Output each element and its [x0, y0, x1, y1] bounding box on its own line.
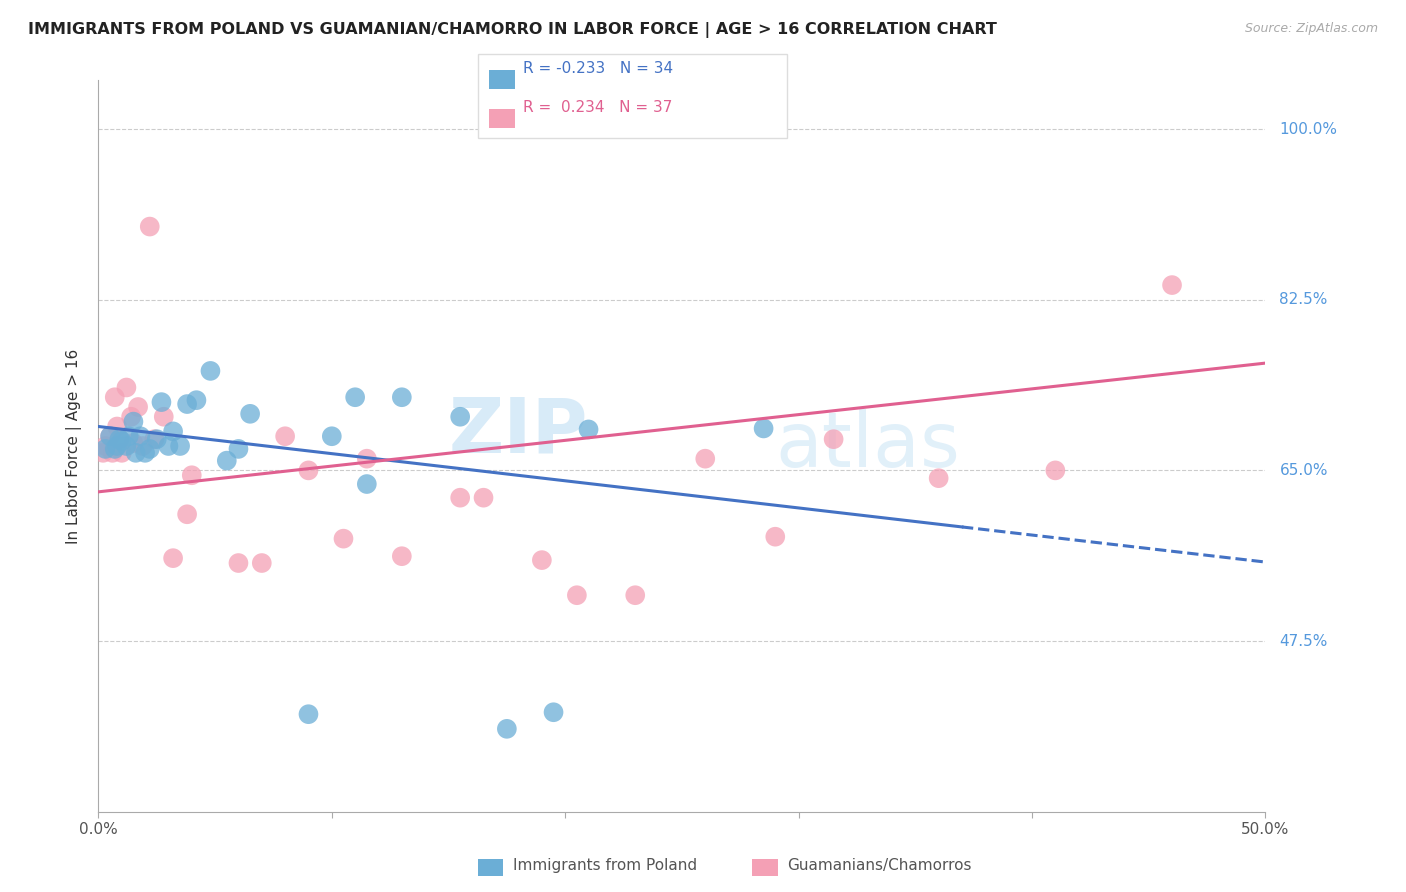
Text: R = -0.233   N = 34: R = -0.233 N = 34: [523, 62, 673, 76]
Text: Immigrants from Poland: Immigrants from Poland: [513, 858, 697, 872]
Point: [127, 400, 149, 414]
Point: [152, 409, 174, 424]
Point: [321, 429, 343, 443]
Point: [139, 442, 162, 456]
Point: [695, 451, 717, 466]
Point: [530, 553, 553, 567]
Point: [176, 397, 198, 411]
Text: Source: ZipAtlas.com: Source: ZipAtlas.com: [1244, 22, 1378, 36]
Point: [118, 429, 141, 443]
Point: [186, 393, 208, 408]
Text: Guamanians/Chamorros: Guamanians/Chamorros: [787, 858, 972, 872]
Point: [200, 364, 222, 378]
Point: [752, 421, 775, 435]
Point: [297, 707, 319, 722]
Point: [105, 419, 128, 434]
Text: 47.5%: 47.5%: [1279, 633, 1327, 648]
Point: [215, 453, 238, 467]
Point: [157, 439, 180, 453]
Text: 82.5%: 82.5%: [1279, 293, 1327, 307]
Point: [146, 432, 169, 446]
Point: [125, 446, 148, 460]
Point: [134, 446, 156, 460]
Point: [162, 551, 184, 566]
Point: [356, 477, 378, 491]
Text: IMMIGRANTS FROM POLAND VS GUAMANIAN/CHAMORRO IN LABOR FORCE | AGE > 16 CORRELATI: IMMIGRANTS FROM POLAND VS GUAMANIAN/CHAM…: [28, 22, 997, 38]
Point: [169, 439, 191, 453]
Point: [763, 530, 786, 544]
Point: [115, 439, 138, 453]
Point: [108, 432, 131, 446]
Point: [449, 491, 471, 505]
Point: [449, 409, 471, 424]
Point: [624, 588, 647, 602]
Point: [108, 432, 131, 446]
Point: [228, 556, 250, 570]
Point: [122, 415, 145, 429]
Text: 65.0%: 65.0%: [1279, 463, 1327, 478]
Point: [274, 429, 297, 443]
Point: [94, 439, 117, 453]
Point: [91, 446, 114, 460]
Point: [180, 468, 202, 483]
Point: [332, 532, 354, 546]
Point: [250, 556, 273, 570]
Point: [104, 390, 127, 404]
Point: [472, 491, 495, 505]
Point: [228, 442, 250, 456]
Point: [391, 549, 413, 564]
Point: [132, 439, 155, 453]
Point: [98, 429, 121, 443]
Text: atlas: atlas: [775, 409, 960, 483]
Point: [115, 380, 138, 394]
Point: [297, 463, 319, 477]
Point: [1045, 463, 1067, 477]
Point: [104, 442, 127, 456]
Point: [928, 471, 950, 485]
Point: [143, 432, 166, 446]
Point: [111, 434, 134, 449]
Point: [139, 219, 162, 234]
Point: [176, 508, 198, 522]
Point: [122, 436, 145, 450]
Point: [344, 390, 367, 404]
Point: [98, 429, 121, 443]
Text: ZIP: ZIP: [449, 394, 589, 468]
Y-axis label: In Labor Force | Age > 16: In Labor Force | Age > 16: [66, 349, 83, 543]
Point: [565, 588, 588, 602]
Text: 100.0%: 100.0%: [1279, 121, 1337, 136]
Point: [391, 390, 413, 404]
Point: [356, 451, 378, 466]
Point: [823, 432, 845, 446]
Point: [1161, 278, 1184, 293]
Point: [239, 407, 262, 421]
Point: [150, 395, 173, 409]
Text: R =  0.234   N = 37: R = 0.234 N = 37: [523, 100, 672, 114]
Point: [105, 439, 128, 453]
Point: [495, 722, 517, 736]
Point: [129, 429, 152, 443]
Point: [162, 425, 184, 439]
Point: [543, 705, 565, 719]
Point: [111, 446, 134, 460]
Point: [578, 422, 600, 436]
Point: [101, 446, 124, 460]
Point: [94, 442, 117, 456]
Point: [120, 409, 142, 424]
